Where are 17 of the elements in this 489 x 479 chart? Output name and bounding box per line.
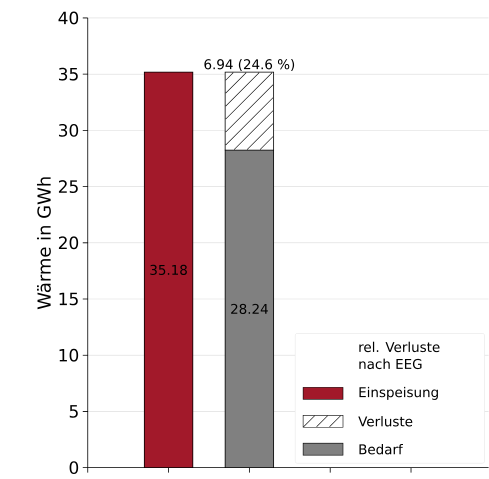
- legend-label: Einspeisung: [359, 386, 438, 400]
- y-tick-label: 10: [60, 348, 78, 362]
- data-label: 35.18: [150, 264, 187, 275]
- legend-label: Verluste: [358, 416, 412, 426]
- data-label: 6.94 (24.6 %): [204, 58, 294, 71]
- y-tick-label: 5: [70, 404, 78, 418]
- legend-title: rel. Verluste nach EEG: [359, 341, 440, 369]
- legend-label: Bedarf: [359, 444, 403, 454]
- data-label: 28.24: [231, 304, 268, 314]
- y-tick-label: 15: [60, 292, 78, 306]
- y-tick-label: 40: [58, 11, 78, 24]
- y-tick-label: 35: [58, 68, 78, 80]
- y-tick-label: 0: [70, 461, 78, 474]
- y-tick-label: 30: [58, 124, 78, 137]
- y-tick-label: 25: [58, 180, 78, 193]
- y-axis-title: Wärme in GWh: [36, 177, 51, 309]
- y-tick-label: 20: [58, 236, 78, 249]
